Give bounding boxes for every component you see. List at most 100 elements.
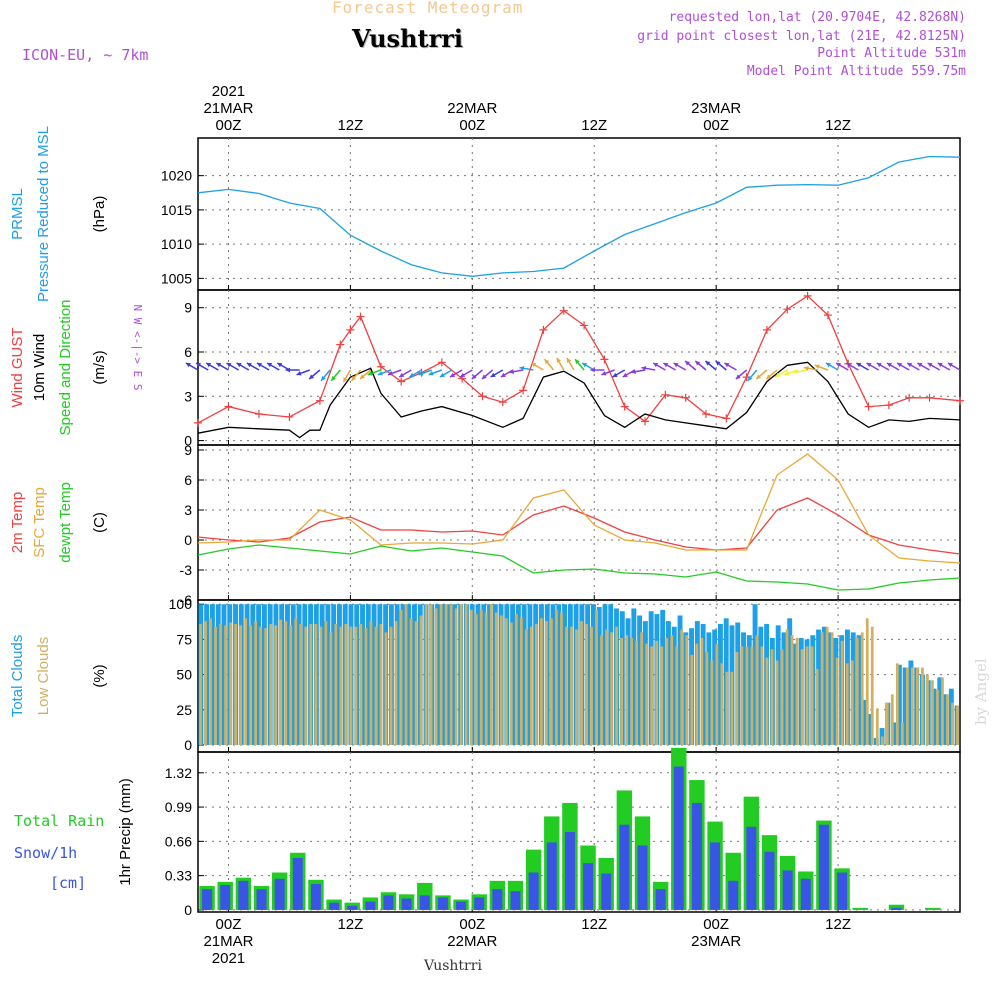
bar-total_clouds <box>556 604 562 745</box>
bar-total_clouds <box>902 667 908 745</box>
bar-low_clouds <box>946 694 949 745</box>
bar-low_clouds <box>449 604 453 745</box>
bar-snow <box>655 889 666 910</box>
wind-arrow-head <box>490 372 496 377</box>
y-axis-label: SFC Temp <box>31 487 48 558</box>
wind-arrow-head <box>556 357 562 363</box>
gust-marker <box>194 418 202 427</box>
bar-low_clouds <box>785 629 789 745</box>
bar-low_clouds <box>870 626 874 745</box>
y-axis-label: dewpt Temp <box>57 482 74 563</box>
top-time-label: 00Z <box>703 117 729 134</box>
series-line-dewpt <box>197 544 961 591</box>
bar-total_clouds <box>221 604 227 745</box>
bar-low_clouds <box>419 615 423 745</box>
bar-snow <box>619 824 630 910</box>
y-axis-label: (hPa) <box>91 196 108 233</box>
wind-compass-label: N W <-|-> E S <box>131 304 144 390</box>
bar-total_clouds <box>943 694 949 745</box>
wind-arrow-head <box>309 374 315 379</box>
bar-low_clouds <box>499 615 503 745</box>
wind-arrow-head <box>917 363 923 368</box>
wind-arrow-head <box>631 369 636 375</box>
chart-title: Forecast Meteogram <box>332 0 524 17</box>
wind-arrow-head <box>601 371 607 376</box>
bar-total_clouds <box>781 632 787 745</box>
wind-arrow-head <box>866 363 872 368</box>
gust-marker <box>925 393 934 402</box>
panel-temperature: -6 -3 0 3 6 9 2m Temp SFC Temp dewpt Temp (C) <box>9 442 961 608</box>
bar-low_clouds <box>825 626 829 745</box>
bar-low_clouds <box>404 604 408 745</box>
bar-low_clouds <box>489 604 493 745</box>
bar-total_clouds <box>475 604 481 745</box>
bar-low_clouds <box>575 629 578 745</box>
bar-total_clouds <box>365 604 371 745</box>
wind-arrow-head <box>236 363 242 368</box>
bar-total_clouds <box>717 623 723 745</box>
gust-marker <box>437 358 446 367</box>
gust-marker <box>641 417 650 426</box>
bar-low_clouds <box>469 609 473 745</box>
bar-snow <box>728 880 739 910</box>
bar-low_clouds <box>740 646 744 745</box>
bar-total_clouds <box>412 604 417 745</box>
bar-low_clouds <box>790 635 794 745</box>
gust-marker <box>823 311 832 320</box>
bar-low_clouds <box>294 618 298 745</box>
bar-total_clouds <box>360 604 365 745</box>
wind-arrow-head <box>825 363 831 368</box>
bar-snow <box>401 898 412 910</box>
bar-low_clouds <box>951 702 954 745</box>
y-axis-label: Total Clouds <box>9 635 26 718</box>
bar-low_clouds <box>214 626 217 745</box>
bar-low_clouds <box>249 625 253 745</box>
bar-total_clouds <box>209 604 215 745</box>
bar-low_clouds <box>655 640 659 745</box>
bar-low_clouds <box>590 626 593 745</box>
bar-low_clouds <box>890 694 894 745</box>
bar-low_clouds <box>464 604 468 745</box>
gust-marker <box>336 340 345 349</box>
bar-low_clouds <box>540 618 543 745</box>
bar-snow <box>365 901 376 910</box>
y-axis-label: Low Clouds <box>35 637 52 715</box>
bar-total_clouds <box>285 604 290 745</box>
wind-arrow-head <box>715 361 721 366</box>
bar-low_clouds <box>650 646 654 745</box>
bar-low_clouds <box>610 632 613 745</box>
bar-low_clouds <box>705 652 709 745</box>
bottom-time-label: 22MAR <box>447 933 497 950</box>
bar-total_clouds <box>250 604 256 745</box>
wind-arrow-head <box>724 363 730 368</box>
series-line-temp2m <box>197 497 961 555</box>
y-tick-label: 0.66 <box>165 833 192 849</box>
gust-marker <box>661 390 670 399</box>
bar-low_clouds <box>755 635 759 745</box>
panel-frame <box>197 137 961 291</box>
gust-marker <box>539 325 548 334</box>
wind-arrow-head <box>876 363 882 368</box>
bar-total_clouds <box>296 604 302 745</box>
gust-marker <box>478 392 487 401</box>
bar-total_clouds <box>590 604 596 745</box>
bar-total_clouds <box>521 604 527 745</box>
bar-low_clouds <box>319 626 323 745</box>
bar-low_clouds <box>595 609 598 745</box>
bar-low_clouds <box>434 608 438 745</box>
grid-point-coords: grid point closest lon,lat (21E, 42.8125… <box>637 29 966 44</box>
wind-arrow-head <box>784 371 790 376</box>
wind-arrow-head <box>663 363 669 368</box>
bar-low_clouds <box>665 638 669 745</box>
bar-low_clouds <box>309 623 313 745</box>
wind-arrow-head <box>439 372 445 377</box>
series-line-pressure <box>197 155 961 277</box>
bar-total_clouds <box>793 643 798 745</box>
bar-low_clouds <box>204 621 207 745</box>
gust-marker <box>285 412 294 421</box>
bottom-time-label: 21MAR <box>203 933 253 950</box>
wind-arrow-head <box>836 363 842 368</box>
gust-marker <box>884 401 893 410</box>
bar-snow <box>891 907 902 910</box>
